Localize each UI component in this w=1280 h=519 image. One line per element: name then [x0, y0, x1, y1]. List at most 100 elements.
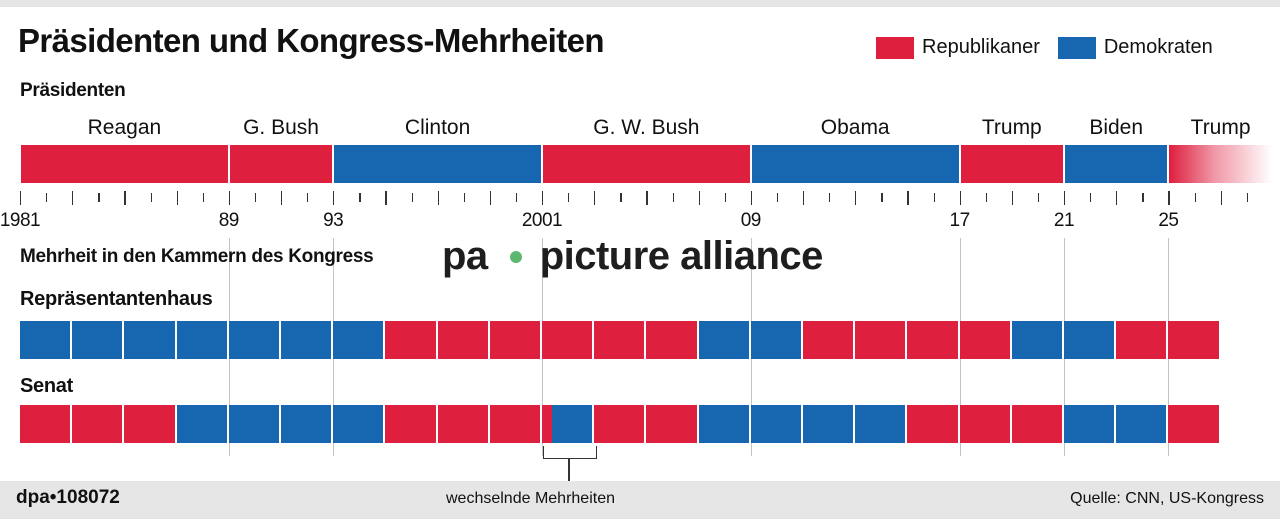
- block-1987-D: [176, 405, 229, 443]
- block-2013-D: [855, 405, 908, 443]
- tick-1989: [228, 191, 231, 205]
- year-label-1981: 1981: [0, 210, 41, 231]
- tick-2009: [750, 191, 753, 205]
- block-2017-R: [959, 321, 1012, 359]
- block-part-D: [552, 405, 593, 443]
- president-label-5: Trump: [981, 116, 1042, 139]
- block-2015-R: [907, 405, 960, 443]
- block-2003-R: [594, 321, 647, 359]
- tick-1984: [98, 193, 100, 202]
- block-1983-R: [72, 405, 125, 443]
- block-1999-R: [489, 321, 542, 359]
- source-note: Quelle: CNN, US-Kongress: [1070, 490, 1264, 507]
- tick-2023: [1116, 191, 1118, 205]
- block-1981-R: [20, 405, 73, 443]
- block-1981-D: [20, 321, 73, 359]
- section-title-presidents: Präsidenten: [20, 80, 126, 101]
- row-label-senate: Senat: [20, 375, 73, 397]
- watermark-text: picture alliance: [539, 234, 824, 278]
- president-bar-1: [229, 145, 333, 183]
- tick-2015: [907, 191, 909, 205]
- block-1995-R: [385, 405, 438, 443]
- block-2025-R: [1168, 405, 1221, 443]
- president-label-7: Trump: [1190, 116, 1251, 139]
- tick-2006: [672, 193, 674, 202]
- mixed-majority-bracket: [543, 446, 597, 459]
- tick-1985: [124, 191, 126, 205]
- block-1987-D: [176, 321, 229, 359]
- block-1985-R: [124, 405, 177, 443]
- year-label-09: 09: [740, 210, 762, 231]
- tick-2007: [698, 191, 700, 205]
- legend: Republikaner Demokraten: [876, 36, 1231, 59]
- block-1989-D: [228, 405, 281, 443]
- tick-2026: [1194, 193, 1196, 202]
- tick-1999: [489, 191, 492, 205]
- block-2021-D: [1064, 405, 1117, 443]
- tick-2004: [620, 193, 622, 202]
- tick-2001: [542, 191, 544, 205]
- tick-1981: [20, 191, 22, 205]
- president-label-6: Biden: [1089, 116, 1144, 139]
- block-1997-R: [437, 405, 490, 443]
- legend-swatch-republicans: [876, 36, 914, 59]
- president-label-2: Clinton: [404, 116, 471, 139]
- tick-1990: [254, 193, 257, 202]
- president-bar-7: [1169, 145, 1272, 183]
- tick-2027: [1220, 191, 1222, 205]
- tick-1991: [281, 191, 283, 205]
- watermark-pa: pa: [442, 234, 488, 278]
- tick-2016: [933, 193, 935, 202]
- tick-1993: [333, 191, 335, 205]
- watermark-dot-icon: [509, 250, 522, 263]
- year-label-21: 21: [1053, 210, 1075, 231]
- tick-2008: [724, 193, 726, 202]
- block-2007-D: [698, 405, 751, 443]
- tick-1986: [150, 193, 152, 202]
- block-1999-R: [489, 405, 542, 443]
- tick-2011: [803, 191, 805, 205]
- year-label-93: 93: [323, 210, 344, 231]
- block-2019-R: [1011, 405, 1064, 443]
- block-part-R: [542, 405, 553, 443]
- president-bar-4: [751, 145, 959, 183]
- block-1993-D: [333, 405, 386, 443]
- block-2021-D: [1064, 321, 1117, 359]
- block-2001-R: [542, 321, 595, 359]
- row-label-house: Repräsentantenhaus: [20, 288, 213, 310]
- legend-swatch-democrats: [1057, 36, 1096, 59]
- block-1997-R: [437, 321, 490, 359]
- legend-item-republicans: Republikaner: [876, 36, 1040, 59]
- tick-2028: [1246, 193, 1248, 202]
- block-2015-R: [907, 321, 960, 359]
- tick-2018: [985, 193, 987, 202]
- year-label-2001: 2001: [521, 210, 563, 231]
- year-label-25: 25: [1158, 210, 1179, 231]
- president-label-0: Reagan: [87, 116, 162, 139]
- tick-1998: [463, 193, 465, 202]
- president-label-1: G. Bush: [243, 116, 319, 139]
- president-bar-5: [960, 145, 1063, 183]
- dpa-id: dpa•108072: [16, 487, 120, 508]
- block-1991-D: [281, 321, 334, 359]
- top-border: [0, 0, 1280, 7]
- footer-bar: [0, 481, 1280, 519]
- tick-2003: [594, 191, 596, 205]
- legend-item-democrats: Demokraten: [1057, 36, 1213, 59]
- block-1985-D: [124, 321, 177, 359]
- president-label-3: G. W. Bush: [593, 116, 700, 139]
- tick-1982: [46, 193, 48, 202]
- block-2011-D: [803, 405, 856, 443]
- block-1989-D: [228, 321, 281, 359]
- tick-2014: [881, 193, 883, 202]
- tick-1988: [202, 193, 204, 202]
- block-2025-R: [1168, 321, 1221, 359]
- president-bar-3: [543, 145, 750, 183]
- tick-1983: [72, 191, 74, 205]
- block-2005-R: [646, 405, 699, 443]
- block-2009-D: [750, 405, 803, 443]
- block-2003-R: [594, 405, 647, 443]
- tick-1994: [359, 193, 361, 202]
- watermark-picture-alliance: pa picture alliance: [442, 234, 823, 279]
- president-bar-0: [21, 145, 228, 183]
